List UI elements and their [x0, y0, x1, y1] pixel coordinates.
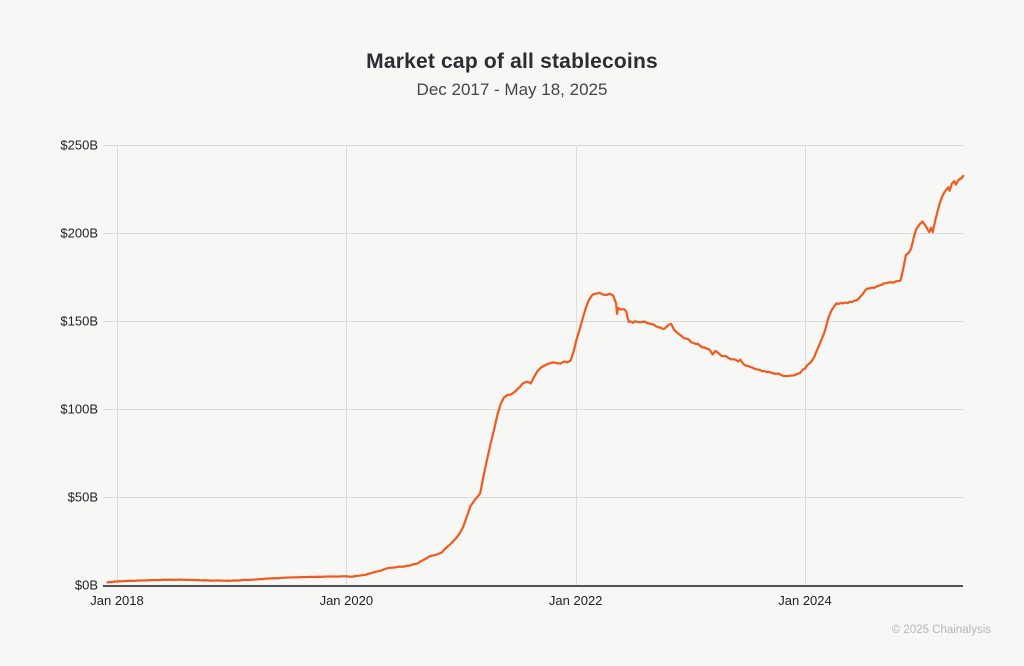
chart-subtitle: Dec 2017 - May 18, 2025 — [416, 80, 608, 99]
x-axis-tick-label: Jan 2024 — [778, 593, 832, 608]
y-axis-tick-label: $150B — [60, 314, 98, 329]
y-axis-tick-label: $100B — [60, 402, 98, 417]
y-axis-tick-label: $0B — [75, 578, 98, 593]
y-axis-tick-label: $200B — [60, 226, 98, 241]
copyright-credit: © 2025 Chainalysis — [891, 624, 991, 636]
market-cap-series-line — [106, 174, 965, 584]
x-axis-tick-label: Jan 2020 — [320, 593, 374, 608]
y-axis-tick-label: $50B — [68, 490, 98, 505]
y-axis-tick-label: $250B — [60, 138, 98, 153]
chart-title: Market cap of all stablecoins — [366, 50, 658, 73]
x-axis-tick-label: Jan 2022 — [549, 593, 603, 608]
x-axis-tick-label: Jan 2018 — [90, 593, 144, 608]
